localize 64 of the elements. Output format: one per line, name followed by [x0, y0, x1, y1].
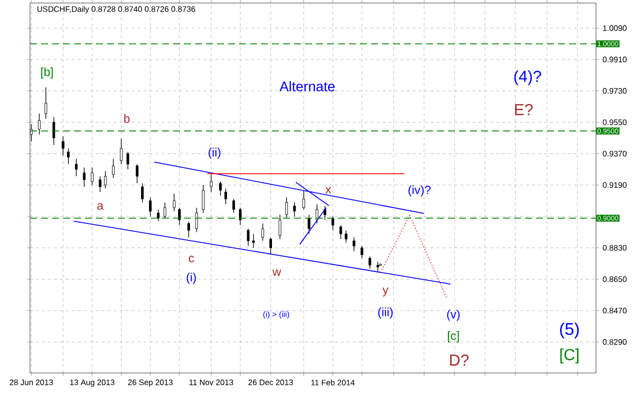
candlestick — [232, 198, 235, 214]
annotation: c — [188, 256, 194, 262]
annotation: w — [272, 270, 282, 276]
annotation: y — [382, 288, 388, 296]
candlestick — [316, 204, 318, 224]
candlestick — [352, 237, 356, 252]
candlestick — [285, 196, 288, 219]
candlestick — [368, 256, 372, 270]
annotation: (4)? — [514, 70, 542, 86]
annotation: E? — [515, 104, 533, 116]
candlestick — [339, 224, 342, 240]
candlestick — [344, 230, 348, 243]
annotation: D? — [450, 354, 469, 366]
candlestick — [261, 223, 264, 242]
candlestick — [302, 190, 306, 210]
candlestick — [224, 188, 228, 205]
candlestick — [332, 216, 334, 231]
candlestick — [195, 207, 198, 232]
candlestick — [202, 184, 205, 214]
annotation: (v) — [447, 310, 460, 321]
candlestick — [112, 158, 115, 178]
candlestick — [178, 207, 181, 226]
candlestick — [67, 148, 70, 164]
annotation: x — [325, 187, 332, 194]
candlestick — [141, 182, 144, 203]
candlestick — [360, 246, 364, 259]
candlestick — [269, 237, 272, 256]
candlestick — [156, 209, 160, 222]
candlestick — [376, 261, 380, 273]
candlestick — [210, 174, 212, 192]
candlestick — [74, 158, 78, 177]
annotation: a — [97, 203, 104, 210]
annotation: (5) — [560, 322, 579, 338]
candlestick — [126, 152, 130, 170]
annotation: (i) — [186, 272, 196, 284]
annotation: [b] — [41, 67, 53, 79]
candlestick — [104, 170, 107, 189]
candlestick — [136, 164, 138, 184]
candlestick — [38, 113, 41, 135]
candlestick — [164, 202, 166, 219]
candlestick — [246, 228, 250, 246]
candlestick — [308, 214, 310, 234]
candlestick — [278, 214, 282, 240]
candlestick — [44, 87, 48, 120]
candlestick — [172, 193, 176, 212]
annotation: (ii) — [208, 148, 220, 159]
candlestick — [120, 138, 123, 164]
annotation: (iii) — [378, 308, 393, 319]
candlestick — [149, 196, 152, 217]
candlestick — [219, 181, 222, 196]
candlestick — [252, 234, 255, 248]
annotation: [c] — [448, 331, 459, 342]
candlestick — [82, 167, 86, 188]
candlestick — [52, 116, 56, 146]
candlestick — [187, 221, 190, 238]
candlestick — [98, 176, 102, 192]
candlestick — [62, 136, 64, 156]
annotation: b — [124, 114, 130, 123]
candlestick — [324, 206, 326, 220]
candlestick — [90, 167, 94, 186]
annotation: Alternate — [279, 81, 335, 92]
annotation: (iv)? — [408, 185, 431, 197]
annotation: [C] — [560, 348, 578, 364]
candlestick — [293, 202, 296, 217]
